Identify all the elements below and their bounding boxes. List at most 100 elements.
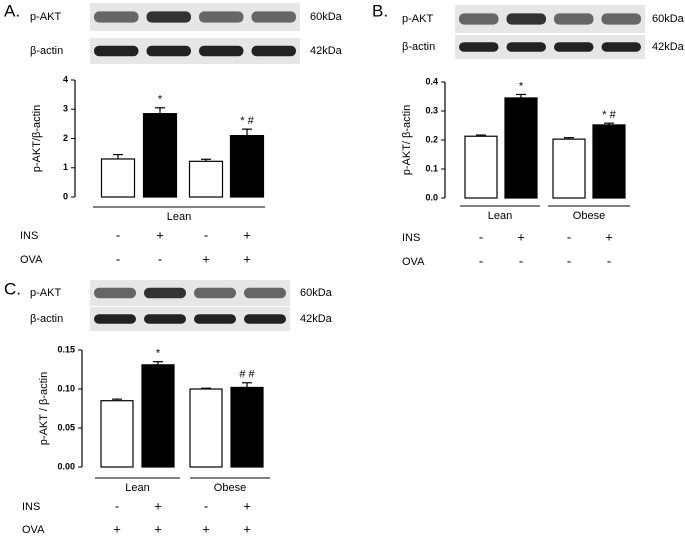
condition-sign: +: [605, 229, 613, 244]
bar: [142, 113, 178, 198]
condition-sign: +: [113, 521, 121, 536]
blot-size: 42kDa: [652, 41, 685, 53]
y-tick-label: 0.2: [425, 134, 438, 144]
bar: [230, 386, 264, 468]
y-tick-label: 0.1: [425, 163, 438, 173]
condition-name: OVA: [402, 256, 425, 268]
condition-sign: -: [479, 229, 483, 244]
panel-label: B.: [372, 1, 388, 20]
y-tick-label: 0.3: [425, 105, 438, 115]
condition-sign: +: [243, 521, 251, 536]
blot-band: [94, 45, 139, 57]
blot-label: β-actin: [30, 45, 63, 57]
blot-size: 60kDa: [652, 13, 685, 25]
y-tick-label: 1: [63, 162, 68, 172]
y-axis-label: p-AKT/β-actin: [31, 105, 43, 172]
condition-sign: +: [243, 498, 251, 513]
bar: [100, 400, 134, 468]
bar: [552, 138, 586, 199]
group-label: Obese: [573, 210, 605, 222]
condition-sign: +: [243, 227, 251, 242]
blot-label: p-AKT: [402, 13, 433, 25]
condition-sign: +: [243, 251, 251, 266]
condition-sign: +: [156, 227, 164, 242]
condition-sign: +: [517, 229, 525, 244]
y-tick-label: 0.10: [57, 383, 75, 393]
blot-band: [459, 13, 499, 25]
condition-sign: -: [158, 251, 162, 266]
blot-size: 42kDa: [310, 45, 343, 57]
group-label: Lean: [488, 210, 512, 222]
condition-sign: -: [519, 253, 523, 268]
blot-band: [506, 13, 546, 25]
y-tick-label: 0.05: [57, 422, 75, 432]
blot-band: [459, 42, 499, 52]
y-tick-label: 0.15: [57, 344, 75, 354]
blot-band: [146, 11, 191, 23]
condition-name: OVA: [22, 524, 45, 536]
condition-sign: -: [607, 253, 611, 268]
condition-sign: -: [116, 251, 120, 266]
group-label: Lean: [167, 211, 191, 223]
condition-sign: +: [202, 251, 210, 266]
condition-sign: -: [567, 229, 571, 244]
y-tick-label: 2: [63, 133, 68, 143]
group-label: Lean: [125, 482, 149, 494]
condition-sign: -: [479, 253, 483, 268]
blot-band: [601, 13, 641, 25]
condition-sign: -: [567, 253, 571, 268]
blot-size: 60kDa: [300, 287, 333, 299]
blot-band: [244, 287, 286, 299]
blot-band: [144, 314, 186, 324]
y-axis-label: p-AKT / β-actin: [38, 372, 50, 445]
condition-sign: +: [154, 521, 162, 536]
condition-sign: -: [204, 227, 208, 242]
y-tick-label: 0.00: [57, 461, 75, 471]
panel-label: A.: [4, 1, 20, 20]
blot-label: β-actin: [402, 41, 435, 53]
blot-label: p-AKT: [30, 11, 61, 23]
bar: [188, 160, 224, 198]
bar: [464, 135, 498, 199]
blot-band: [554, 13, 594, 25]
blot-band: [601, 42, 641, 52]
y-axis-label: p-AKT/ β-actin: [401, 105, 413, 176]
blot-band: [244, 314, 286, 324]
y-tick-label: 0.4: [425, 76, 438, 86]
significance: * #: [240, 115, 254, 127]
blot-band: [194, 287, 236, 299]
condition-name: OVA: [20, 254, 43, 266]
blot-band: [194, 314, 236, 324]
condition-name: INS: [20, 230, 38, 242]
panel-label: C.: [4, 279, 21, 298]
bar: [592, 124, 626, 199]
y-tick-label: 4: [63, 74, 68, 84]
blot-band: [94, 314, 136, 324]
blot-band: [251, 45, 296, 57]
blot-band: [146, 45, 191, 57]
significance: *: [519, 80, 524, 92]
significance: # #: [239, 369, 255, 381]
y-tick-label: 0.0: [425, 192, 438, 202]
blot-band: [506, 42, 546, 52]
condition-sign: +: [154, 498, 162, 513]
bar: [141, 364, 175, 468]
blot-band: [94, 11, 139, 23]
bar: [100, 158, 136, 198]
blot-band: [94, 287, 136, 299]
bar: [229, 134, 265, 198]
blot-band: [199, 11, 244, 23]
condition-name: INS: [22, 501, 40, 513]
significance: *: [156, 348, 161, 360]
significance: *: [158, 94, 163, 106]
blot-band: [199, 45, 244, 57]
group-label: Obese: [214, 482, 246, 494]
y-tick-label: 3: [63, 104, 68, 114]
blot-size: 60kDa: [310, 11, 343, 23]
condition-sign: -: [204, 498, 208, 513]
condition-sign: -: [115, 498, 119, 513]
bar: [504, 97, 538, 199]
condition-sign: +: [202, 521, 210, 536]
blot-label: β-actin: [30, 313, 63, 325]
